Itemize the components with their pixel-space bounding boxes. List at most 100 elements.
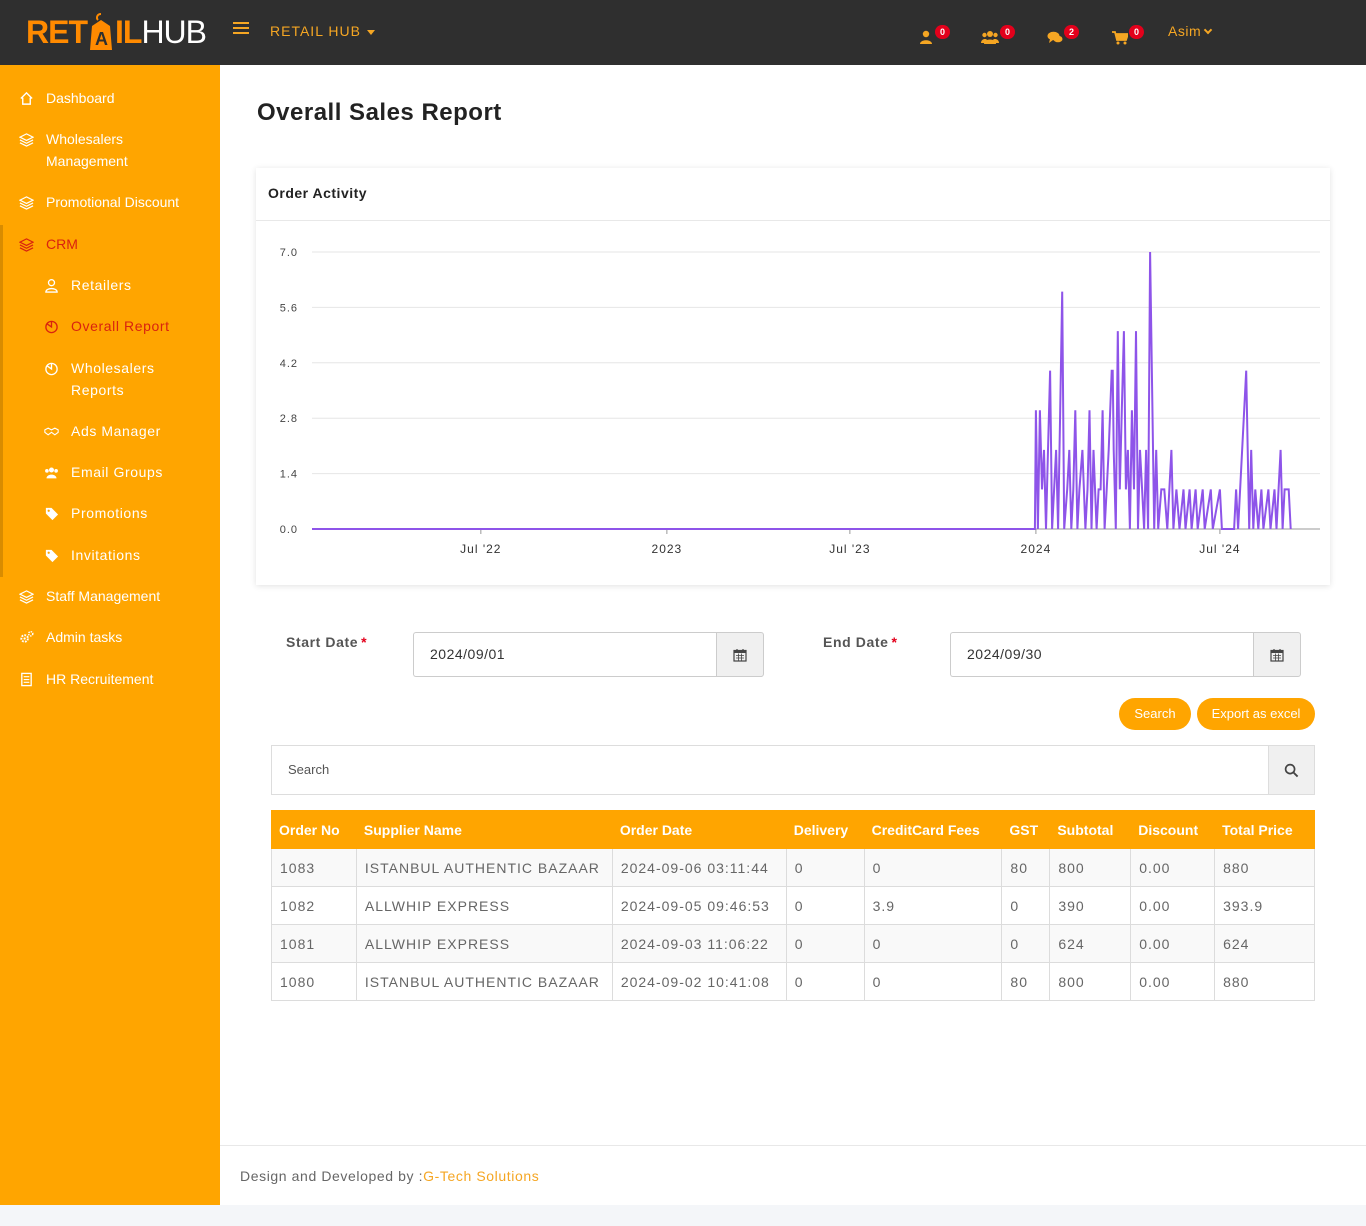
sidebar-item-retailers[interactable]: Retailers [0,274,220,296]
cell-discount: 0.00 [1130,848,1216,887]
pie-chart-icon [42,359,60,377]
retail-hub-logo[interactable]: RET A IL HUB [26,8,207,56]
sidebar-item-crm[interactable]: CRM [0,233,220,255]
user-notifications[interactable]: 0 [918,25,950,45]
required-mark: * [891,634,898,650]
group-notifications[interactable]: 0 [981,25,1015,45]
cell-discount: 0.00 [1130,886,1216,925]
sidebar-item-label: HR Recruitement [46,671,154,687]
brand-dropdown[interactable]: RETAIL HUB [270,23,375,39]
x-tick-label: Jul '23 [829,542,870,556]
table-row[interactable]: 1081 ALLWHIP EXPRESS 2024-09-03 11:06:22… [271,924,1315,963]
main-content: Overall Sales Report Order Activity 0.0 1… [220,65,1366,1145]
x-tick-label: Jul '22 [460,542,501,556]
end-date-input[interactable]: 2024/09/30 [950,632,1253,677]
start-date-label-text: Start Date [286,634,359,650]
column-header[interactable]: CreditCard Fees [863,810,1003,849]
sidebar-item-label: Wholesalers Reports [71,360,155,398]
required-mark: * [361,634,368,650]
sidebar-item-overall-report[interactable]: Overall Report [0,315,220,337]
layers-icon [17,193,35,211]
message-notifications[interactable]: 2 [1047,25,1079,45]
sidebar-item-hr-recruitement[interactable]: HR Recruitement [0,668,220,690]
start-date-group: 2024/09/01 [413,632,764,677]
cell-order-no: 1081 [271,924,357,963]
cell-order-no: 1082 [271,886,357,925]
cell-discount: 0.00 [1130,962,1216,1001]
layers-icon [17,130,35,148]
user-menu[interactable]: Asim [1168,23,1213,39]
footer-credit: Design and Developed by :G-Tech Solution… [240,1168,539,1184]
table-search-button[interactable] [1268,745,1315,795]
search-button[interactable]: Search [1119,698,1191,730]
sidebar-item-invitations[interactable]: Invitations [0,544,220,566]
cell-subtotal: 390 [1049,886,1132,925]
users-icon [981,31,999,44]
sidebar-item-wholesalers-reports[interactable]: Wholesalers Reports [0,357,220,401]
column-header[interactable]: Discount [1130,810,1216,849]
cell-supplier-name: ALLWHIP EXPRESS [355,924,613,963]
column-header[interactable]: Supplier Name [355,810,613,849]
sidebar-item-label: Wholesalers Management [46,131,128,169]
shopping-tag-icon: A [88,12,114,52]
cell-total-price: 393.9 [1214,886,1315,925]
cell-supplier-name: ISTANBUL AUTHENTIC BAZAAR [355,848,613,887]
calendar-icon [733,648,747,662]
column-header[interactable]: Order No [271,810,357,849]
cell-supplier-name: ISTANBUL AUTHENTIC BAZAAR [355,962,613,1001]
chevron-down-icon [1203,25,1213,35]
sidebar-item-admin-tasks[interactable]: Admin tasks [0,626,220,648]
user-icon [920,30,932,44]
users-icon [42,463,60,481]
end-date-calendar-button[interactable] [1253,632,1301,677]
sidebar-item-staff-management[interactable]: Staff Management [0,585,220,607]
svg-text:A: A [95,29,108,49]
crm-active-indicator [0,225,3,577]
chart-svg: 0.0 1.4 2.8 4.2 5.6 7.0 Jul '22 2023 Jul '23 2024… [280,247,1320,556]
start-date-calendar-button[interactable] [716,632,764,677]
cell-discount: 0.00 [1130,924,1216,963]
sidebar-item-label: Staff Management [46,588,161,604]
cart-notifications[interactable]: 0 [1112,25,1144,45]
search-icon [1284,763,1299,777]
column-header[interactable]: GST [1001,810,1051,849]
x-tick-label: 2024 [1021,542,1052,556]
menu-toggle-icon[interactable] [233,22,249,38]
cell-supplier-name: ALLWHIP EXPRESS [355,886,613,925]
home-icon [17,89,35,107]
start-date-input[interactable]: 2024/09/01 [413,632,716,677]
sidebar-item-wholesalers-management[interactable]: Wholesalers Management [0,128,200,172]
sidebar-item-promotional-discount[interactable]: Promotional Discount [0,191,220,213]
brand-dropdown-label: RETAIL HUB [270,23,361,39]
cell-delivery: 0 [785,886,865,925]
export-excel-button[interactable]: Export as excel [1197,698,1315,730]
start-date-label: Start Date * [286,634,367,650]
cell-order-date: 2024-09-03 11:06:22 [611,924,787,963]
y-tick-label: 4.2 [280,358,298,370]
cell-subtotal: 800 [1049,848,1132,887]
cell-subtotal: 800 [1049,962,1132,1001]
comments-icon [1047,31,1063,43]
sidebar-item-promotions[interactable]: Promotions [0,502,220,524]
table-row[interactable]: 1083 ISTANBUL AUTHENTIC BAZAAR 2024-09-0… [271,848,1315,887]
footer-link[interactable]: G-Tech Solutions [423,1168,540,1184]
sidebar-item-ads-manager[interactable]: Ads Manager [0,420,220,442]
cell-total-price: 880 [1214,962,1315,1001]
sidebar-item-email-groups[interactable]: Email Groups [0,461,220,483]
column-header[interactable]: Subtotal [1049,810,1132,849]
table-row[interactable]: 1082 ALLWHIP EXPRESS 2024-09-05 09:46:53… [271,886,1315,925]
table-row[interactable]: 1080 ISTANBUL AUTHENTIC BAZAAR 2024-09-0… [271,962,1315,1001]
caret-down-icon [366,29,375,35]
column-header[interactable]: Total Price [1214,810,1315,849]
column-header[interactable]: Order Date [611,810,787,849]
y-tick-label: 2.8 [280,413,298,425]
end-date-group: 2024/09/30 [950,632,1301,677]
sidebar-item-dashboard[interactable]: Dashboard [0,87,220,109]
sidebar-item-label: Promotional Discount [46,194,180,210]
cell-order-date: 2024-09-02 10:41:08 [611,962,787,1001]
column-header[interactable]: Delivery [785,810,865,849]
cell-gst: 80 [1001,962,1051,1001]
cell-creditcard-fees: 0 [863,924,1003,963]
table-search-input[interactable]: Search [271,745,1268,795]
sidebar: Dashboard Wholesalers Management Promoti… [0,65,220,1205]
